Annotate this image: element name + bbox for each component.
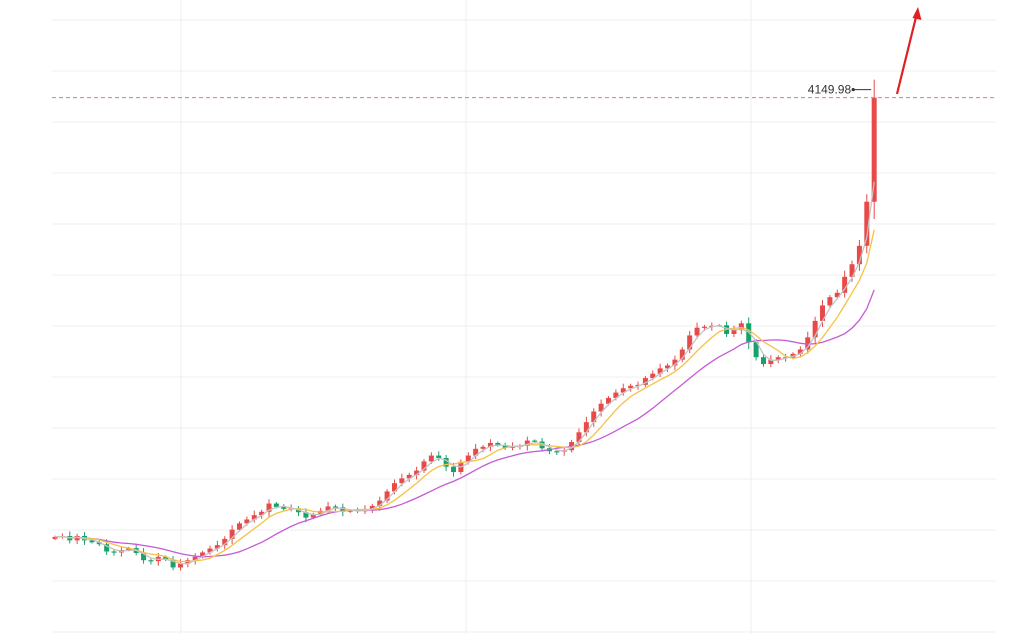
candle-down [340, 507, 346, 512]
candle-up [310, 514, 316, 518]
candle-up [864, 201, 870, 246]
candle-down [760, 357, 766, 365]
candle-up [797, 349, 803, 354]
candle-down [443, 457, 449, 467]
candle-up [200, 552, 206, 557]
candle-up [591, 411, 597, 423]
candle-up [805, 337, 811, 350]
candle-up [428, 455, 434, 462]
candle-down [273, 503, 279, 507]
candle-up [827, 297, 833, 306]
candle-up [679, 349, 685, 360]
candle-up [694, 327, 700, 336]
candle-up [369, 505, 375, 510]
candle-down [111, 551, 117, 553]
candle-up [628, 385, 634, 389]
candle-up [465, 455, 471, 462]
candle-up [421, 461, 427, 471]
candle-down [104, 544, 110, 552]
candle-down [332, 506, 338, 508]
candle-down [170, 559, 176, 568]
candle-up [207, 548, 213, 553]
candle-up [414, 470, 420, 475]
candle-up [665, 365, 671, 369]
trend-arrow-icon [895, 7, 922, 95]
candle-up [598, 403, 604, 412]
candle-down [502, 445, 508, 448]
candle-down [303, 512, 309, 518]
candle-up [126, 548, 132, 551]
candle-up [701, 326, 707, 328]
candle-up [177, 563, 183, 568]
candle-up [620, 388, 626, 393]
candle-up [52, 536, 58, 539]
candle-down [148, 560, 154, 562]
candle-up [775, 357, 781, 360]
candle-up [842, 276, 848, 293]
candle-down [753, 342, 759, 358]
ma-mid-line [54, 229, 875, 563]
candle-up [768, 359, 774, 365]
candle-up [244, 519, 250, 524]
candle-up [834, 292, 840, 298]
candle-up [74, 535, 80, 541]
candle-up [377, 500, 383, 506]
ma-fast-line [54, 181, 875, 565]
candle-up [325, 506, 331, 511]
candle-up [731, 330, 737, 334]
candle-up [391, 483, 397, 492]
candle-down [532, 440, 538, 442]
candle-down [141, 552, 147, 561]
candle-up [384, 491, 390, 501]
candle-up [642, 378, 648, 385]
candle-down [163, 556, 169, 560]
candle-up [480, 446, 486, 449]
candle-down [89, 540, 95, 543]
candle-down [96, 542, 102, 545]
candle-up [576, 432, 582, 443]
candle-up [214, 545, 220, 549]
candle-up [399, 478, 405, 484]
grid-lines [52, 0, 996, 634]
candle-up [738, 323, 744, 331]
candle-up [259, 511, 265, 516]
candle-up [687, 335, 693, 350]
candle-up [657, 368, 663, 374]
candle-up [849, 264, 855, 277]
candle-up [613, 392, 619, 398]
candle-up [524, 440, 530, 446]
candle-up [229, 529, 235, 539]
candle-up [635, 384, 641, 387]
candle-down [281, 506, 287, 509]
candle-up [583, 422, 589, 433]
candle-down [495, 442, 501, 446]
candle-up [871, 97, 877, 202]
candle-up [266, 503, 272, 512]
candle-up [237, 523, 242, 530]
candle-up [820, 305, 826, 321]
candle-up [406, 474, 412, 479]
candle-down [436, 455, 442, 458]
ma-slow-line [54, 289, 875, 558]
candle-up [812, 320, 818, 338]
candle-up [606, 397, 611, 404]
candles [52, 79, 877, 571]
candle-up [650, 373, 656, 379]
candle-up [856, 245, 862, 265]
candle-up [487, 442, 493, 447]
candle-down [451, 466, 457, 473]
candle-up [473, 448, 479, 456]
candle-up [672, 359, 678, 366]
candle-down [554, 451, 560, 453]
candle-up [251, 515, 257, 520]
candle-up [222, 538, 228, 546]
price-label-dot [851, 88, 855, 92]
last-price-label: 4149.98 [808, 83, 852, 97]
candle-up [192, 556, 198, 561]
